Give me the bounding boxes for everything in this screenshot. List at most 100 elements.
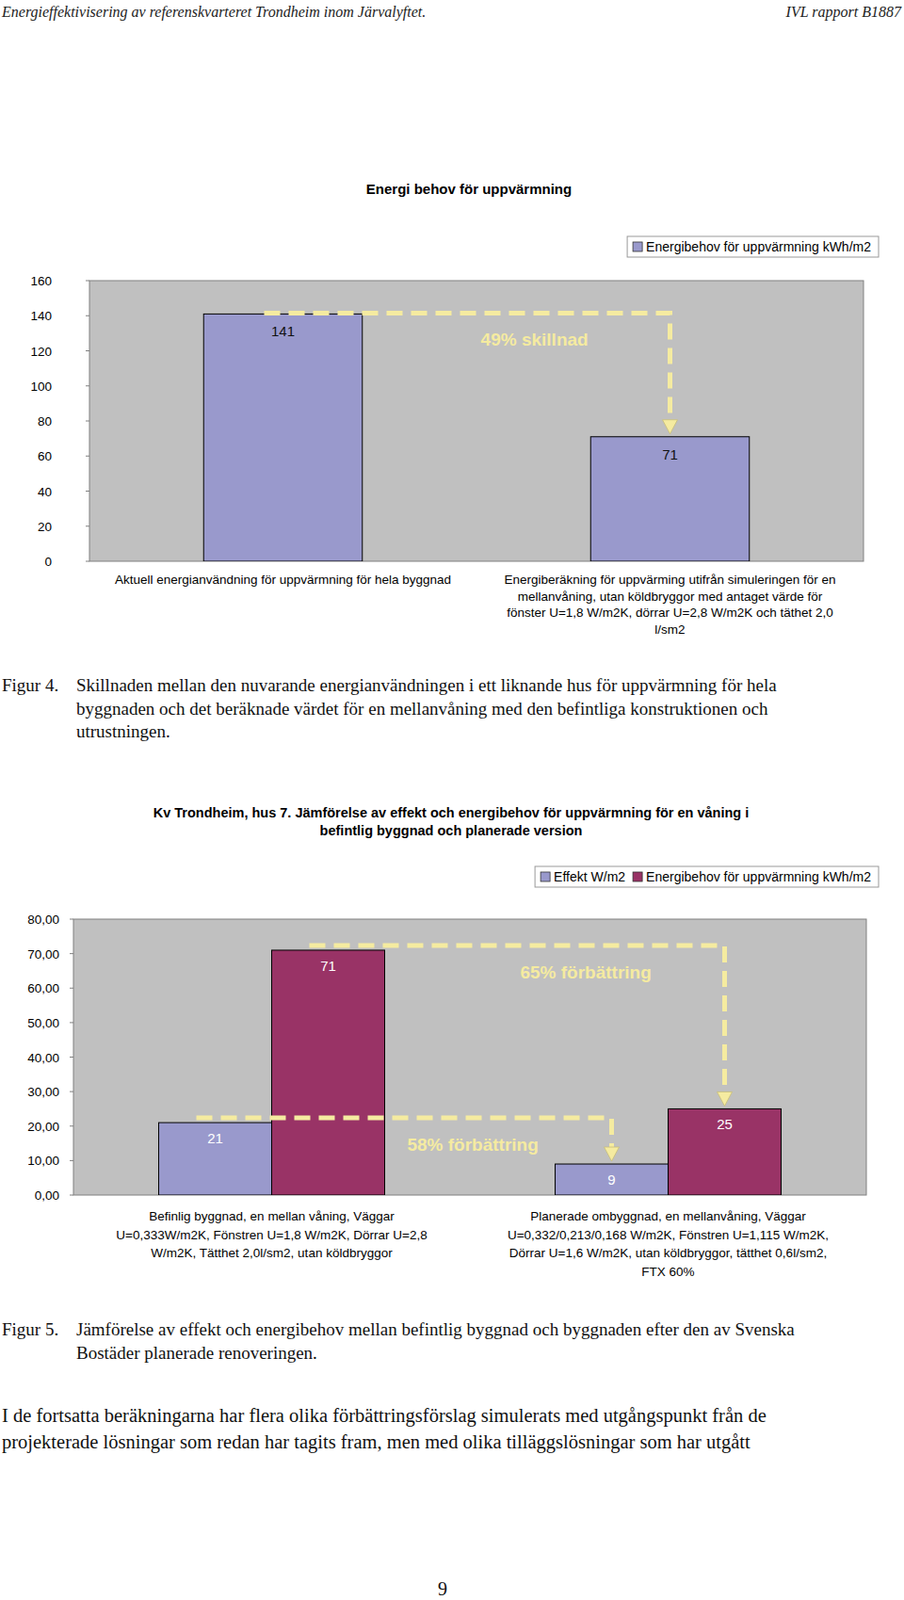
y-tick — [69, 919, 74, 921]
annotation-arrow — [264, 312, 671, 421]
annotation-arrowhead — [604, 1146, 620, 1162]
annotation-text: 58% förbättring — [406, 1134, 538, 1155]
y-tick — [69, 1056, 74, 1058]
caption-text-line: byggnaden och det beräknade värdet för e… — [76, 698, 769, 719]
annotation-arrow — [196, 1117, 613, 1149]
legend-box — [534, 866, 879, 888]
body-text: I de fortsatta beräkningarna har flera o… — [1, 1404, 767, 1453]
category-label-line: Dörrar U=1,6 W/m2K, utan köldbryggor, tä… — [509, 1245, 827, 1260]
category-label-line: FTX 60% — [641, 1264, 695, 1279]
page-body: {"header": {"left": "Energieffektiviseri… — [0, 0, 904, 1600]
legend-box — [627, 236, 879, 258]
plot-area — [89, 280, 864, 562]
legend-label: Energibehov för uppvärmning kWh/m2 — [645, 239, 872, 255]
category-label: Aktuell energianvändning för uppvärmning… — [114, 572, 452, 587]
legend-swatch — [632, 871, 643, 882]
chart-title-line: Kv Trondheim, hus 7. Jämförelse av effek… — [153, 805, 750, 821]
bars — [159, 950, 782, 1195]
caption-text: Jämförelse av effekt och energibehov mel… — [76, 1319, 795, 1363]
category-label: Energiberäkning för uppvärming utifrån s… — [504, 572, 837, 637]
y-tick — [85, 350, 90, 352]
annotation-arrow — [308, 945, 725, 1094]
y-tick-label: 80,00 — [27, 912, 60, 927]
y-tick — [69, 952, 74, 954]
y-tick-label: 40,00 — [27, 1050, 60, 1066]
plot-area — [73, 919, 867, 1195]
y-tick-label: 0,00 — [34, 1188, 60, 1203]
y-tick-label: 10,00 — [27, 1153, 60, 1168]
y-tick — [85, 280, 90, 282]
annotations: 49% skillnad — [264, 312, 678, 434]
body-text-line: projekterade lösningar som redan har tag… — [1, 1431, 751, 1453]
y-tick-label: 100 — [30, 379, 52, 394]
y-tick-label: 70,00 — [27, 947, 60, 962]
chart-0: Energi behov för uppvärmning Energibehov … — [30, 180, 879, 637]
annotation-text: 65% förbättring — [519, 962, 651, 983]
data-label: 141 — [271, 322, 295, 339]
legend: Effekt W/m2 Energibehov för uppvärmning k… — [534, 866, 879, 888]
caption-text-line: Skillnaden mellan den nuvarande energian… — [76, 675, 777, 695]
annotations: 58% förbättring 65% förbättring — [196, 945, 733, 1162]
category-label-line: Planerade ombyggnad, en mellanvåning, Vä… — [530, 1209, 807, 1224]
category-label-line: Energiberäkning för uppvärming utifrån s… — [504, 572, 837, 587]
caption-text-line: Jämförelse av effekt och energibehov mel… — [76, 1319, 795, 1340]
bar — [272, 950, 386, 1195]
caption-text: Skillnaden mellan den nuvarande energian… — [76, 675, 777, 742]
bar — [668, 1108, 782, 1195]
y-tick-label: 0 — [44, 554, 52, 569]
page-number: 9 — [437, 1578, 448, 1599]
y-tick-label: 50,00 — [27, 1016, 60, 1031]
category-label-line: U=0,332/0,213/0,168 W/m2K, Fönstren U=1,… — [507, 1227, 829, 1243]
body-text-line: I de fortsatta beräkningarna har flera o… — [1, 1404, 767, 1427]
legend-swatch — [632, 242, 643, 252]
y-tick-label: 40 — [37, 484, 52, 500]
bar — [203, 313, 363, 562]
caption-label: Figur 5. — [1, 1319, 59, 1340]
legend-label: Effekt W/m2 — [553, 869, 626, 885]
y-tick — [69, 987, 74, 989]
data-label: 25 — [716, 1115, 733, 1132]
y-tick — [85, 455, 90, 457]
y-tick — [69, 1194, 74, 1196]
category-label-line: Befinlig byggnad, en mellan våning, Vägg… — [148, 1209, 395, 1224]
y-tick-label: 140 — [30, 308, 52, 323]
caption-text-line: utrustningen. — [76, 721, 171, 742]
chart-title-line: Energi behov för uppvärmning — [366, 180, 572, 197]
y-tick-label: 20,00 — [27, 1119, 60, 1134]
category-label-line: W/m2K, Tätthet 2,0l/sm2, utan köldbryggo… — [150, 1245, 393, 1260]
y-tick-label: 80 — [37, 414, 52, 429]
data-label: 71 — [320, 957, 337, 974]
chart-title-line: befintlig byggnad och planerade version — [320, 823, 583, 839]
data-label: 21 — [207, 1130, 224, 1147]
y-tick-label: 160 — [30, 274, 52, 289]
y-tick — [69, 1021, 74, 1023]
legend-label: Energibehov för uppvärmning kWh/m2 — [645, 869, 872, 885]
caption-label: Figur 4. — [1, 675, 59, 695]
y-tick-label: 120 — [30, 344, 52, 359]
y-tick — [69, 1160, 74, 1162]
header-left: Energieffektivisering av referenskvarter… — [0, 3, 426, 21]
y-tick — [69, 1091, 74, 1093]
category-label-line: Aktuell energianvändning för uppvärmning… — [114, 572, 452, 587]
bar — [159, 1122, 273, 1195]
y-tick-label: 60 — [37, 449, 52, 464]
page-canvas: Energieffektivisering av referenskvarter… — [0, 0, 904, 1600]
data-labels: 21 9 71 25 — [207, 957, 733, 1188]
legend: Energibehov för uppvärmning kWh/m2 — [627, 236, 879, 258]
data-labels: 141 71 — [271, 322, 678, 462]
category-label-line: l/sm2 — [654, 622, 685, 637]
y-tick — [85, 525, 90, 527]
category-label: Befinlig byggnad, en mellan våning, Vägg… — [115, 1209, 428, 1260]
y-tick-label: 60,00 — [27, 981, 60, 996]
y-tick — [85, 420, 90, 422]
y-tick — [85, 385, 90, 387]
caption-text-line: Bostäder planerade renoveringen. — [76, 1342, 318, 1363]
data-label: 71 — [661, 446, 678, 463]
data-label: 9 — [607, 1171, 615, 1188]
category-label-line: fönster U=1,8 W/m2K, dörrar U=2,8 W/m2K … — [506, 605, 834, 620]
bar — [555, 1163, 669, 1195]
bar — [590, 436, 750, 562]
annotation-arrowhead — [716, 1091, 732, 1106]
y-tick — [85, 490, 90, 492]
category-label-line: U=0,333W/m2K, Fönstren U=1,8 W/m2K, Dörr… — [115, 1227, 428, 1243]
